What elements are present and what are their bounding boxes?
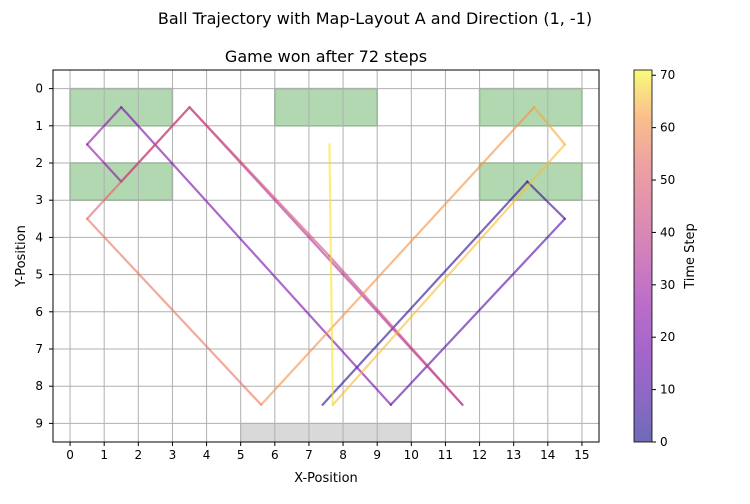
trajectory-segment — [120, 106, 392, 406]
trajectory-segment — [86, 143, 123, 183]
x-tick-label: 5 — [237, 448, 245, 462]
colorbar-tick-label: 40 — [660, 225, 675, 239]
y-tick-label: 7 — [35, 342, 43, 356]
paddle — [240, 422, 412, 443]
colorbar-tick-label: 60 — [660, 121, 675, 135]
x-tick-label: 3 — [169, 448, 177, 462]
y-tick-label: 8 — [35, 379, 43, 393]
colorbar-gradient — [634, 70, 652, 442]
y-axis: 0 1 2 3 4 5 6 7 8 9 — [35, 82, 53, 430]
colorbar-tick-label: 30 — [660, 278, 675, 292]
x-tick-label: 15 — [574, 448, 589, 462]
y-axis-label: Y-Position — [14, 225, 29, 288]
plot-area — [52, 69, 600, 443]
colorbar-frame — [633, 69, 653, 443]
x-axis: 0 1 2 3 4 5 6 7 8 9 10 11 12 13 14 15 — [66, 442, 590, 462]
y-tick-label: 2 — [35, 156, 43, 170]
colorbar-label: Time Step — [683, 223, 698, 290]
trajectory-segment — [188, 106, 331, 258]
x-tick-label: 6 — [271, 448, 279, 462]
x-tick-label: 10 — [404, 448, 419, 462]
x-tick-label: 8 — [339, 448, 347, 462]
x-tick-label: 9 — [373, 448, 381, 462]
block-2 — [478, 87, 583, 127]
chart-title: Game won after 72 steps — [225, 47, 427, 66]
x-tick-label: 0 — [66, 448, 74, 462]
x-tick-label: 13 — [506, 448, 521, 462]
y-tick-label: 4 — [35, 230, 43, 244]
y-tick-label: 1 — [35, 119, 43, 133]
colorbar: 0 10 20 30 40 50 60 70 Time Step — [633, 68, 698, 449]
trajectory-segment — [328, 143, 334, 406]
colorbar-tick-label: 50 — [660, 173, 675, 187]
y-tick-label: 9 — [35, 416, 43, 430]
grid-layer — [53, 70, 599, 442]
x-tick-label: 11 — [438, 448, 453, 462]
x-tick-label: 12 — [472, 448, 487, 462]
x-tick-label: 4 — [203, 448, 211, 462]
chart-suptitle: Ball Trajectory with Map-Layout A and Di… — [158, 9, 592, 28]
y-tick-label: 3 — [35, 193, 43, 207]
trajectory-segment — [328, 254, 464, 406]
trajectory-segment — [86, 106, 123, 146]
x-tick-label: 14 — [540, 448, 555, 462]
trajectory-segment — [533, 106, 566, 146]
colorbar-ticks: 0 10 20 30 40 50 60 70 — [652, 68, 675, 449]
trajectory-segment — [331, 143, 566, 406]
x-tick-label: 7 — [305, 448, 313, 462]
x-tick-label: 2 — [134, 448, 142, 462]
colorbar-tick-label: 20 — [660, 330, 675, 344]
trajectory-segment — [389, 217, 566, 406]
y-tick-label: 5 — [35, 268, 43, 282]
colorbar-tick-label: 70 — [660, 68, 675, 82]
x-axis-label: X-Position — [294, 471, 358, 486]
trajectory-segment — [86, 217, 263, 406]
y-tick-label: 6 — [35, 305, 43, 319]
trajectory-segment — [260, 106, 536, 406]
block-1 — [274, 87, 378, 127]
colorbar-tick-label: 0 — [660, 435, 668, 449]
x-tick-label: 1 — [100, 448, 108, 462]
plot-frame — [52, 69, 600, 443]
y-tick-label: 0 — [35, 82, 43, 96]
trajectory-layer — [86, 106, 566, 406]
colorbar-tick-label: 10 — [660, 383, 675, 397]
trajectory-segment — [86, 106, 191, 220]
trajectory-segment — [526, 180, 566, 220]
